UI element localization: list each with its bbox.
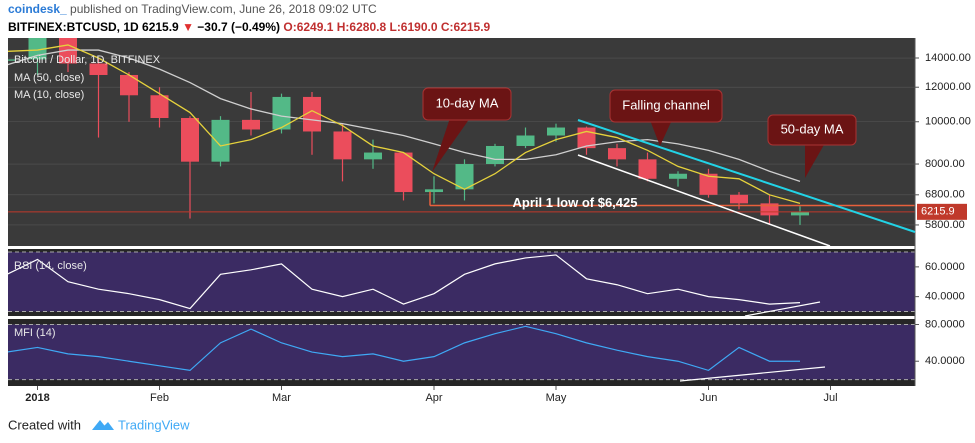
candle-body (699, 173, 718, 195)
footer-created: Created with (8, 417, 81, 432)
y-tick-label: 60.0000 (925, 261, 965, 273)
candle-body (120, 74, 138, 96)
low: L:6190.0 (389, 20, 438, 34)
change: −30.7 (−0.49%) (197, 20, 281, 34)
candle-body (59, 38, 77, 64)
callout: Falling channel (609, 89, 723, 146)
candle-body (181, 118, 199, 162)
candle-body (760, 203, 779, 216)
candle-body (211, 119, 230, 162)
candle-body (425, 189, 443, 193)
candle-body (89, 63, 108, 75)
candle-body (669, 173, 687, 179)
channel-upper (577, 119, 916, 233)
y-tick-label: 14000.00 (925, 52, 971, 64)
callout-box (609, 89, 723, 123)
x-tick-label: Mar (272, 392, 291, 404)
callout-text: Falling channel (622, 97, 710, 112)
header-line2: BITFINEX:BTCUSD, 1D 6215.9 ▼ −30.7 (−0.4… (8, 20, 490, 34)
level-band (8, 324, 915, 380)
callout-text: 50-day MA (781, 121, 844, 136)
y-tick-label: 6800.00 (925, 189, 965, 201)
rsi-title: RSI (14, close) (14, 260, 87, 272)
x-tick-label: Jul (823, 392, 837, 404)
callout-text: 10-day MA (436, 95, 499, 110)
legend-entry: MA (50, close) (14, 72, 84, 84)
channel-lower (577, 154, 831, 247)
y-tick-label: 12000.00 (925, 81, 971, 93)
open: O:6249.1 (283, 20, 334, 34)
publisher: coindesk_ (8, 2, 67, 16)
candle-body (150, 95, 169, 119)
header-line1: coindesk_ published on TradingView.com, … (8, 2, 377, 16)
candle-body (516, 135, 535, 146)
callout-box (422, 87, 512, 121)
last-price-box (917, 203, 967, 220)
x-tick-label: 2018 (25, 392, 49, 404)
candle-body (638, 159, 657, 179)
mfi-title: MFI (14) (14, 327, 56, 339)
price-title: Bitcoin / Dollar, 1D, BITFINEX (14, 54, 161, 66)
x-tick-label: Jun (700, 392, 718, 404)
y-tick-label: 10000.00 (925, 116, 971, 128)
axes: 5800.00 6800.00 8000.00 10000.00 12000.00 140… (25, 38, 971, 404)
candle-body (455, 164, 474, 190)
y-tick-label: 80.0000 (925, 318, 965, 330)
candle-body (272, 96, 291, 130)
support-label: April 1 low of $6,425 (513, 195, 638, 210)
callout: 50-day MA (767, 114, 857, 178)
indicator-line (8, 254, 801, 310)
y-tick-label: 8000.00 (925, 158, 965, 170)
indicator-line (8, 325, 800, 372)
callout: 10-day MA (422, 87, 512, 172)
arrow: ▼ (182, 20, 194, 34)
footer-brand[interactable]: TradingView (118, 417, 190, 432)
mfi-layer (8, 324, 915, 381)
rsi-layer (8, 251, 915, 313)
x-tick-label: Feb (150, 392, 169, 404)
candle-body (8, 59, 16, 61)
ma-line (8, 44, 801, 204)
candle-body (333, 131, 352, 160)
candle-body (303, 96, 321, 132)
y-tick-label: 40.0000 (925, 355, 965, 367)
candle-body (486, 145, 504, 165)
rsi-trendline (744, 301, 821, 317)
mfi-trendline (679, 366, 826, 382)
callout-box (767, 114, 857, 146)
y-tick-label: 40.0000 (925, 291, 965, 303)
symbol: BITFINEX:BTCUSD, 1D (8, 20, 139, 34)
high: H:6280.8 (336, 20, 387, 34)
level-band (8, 251, 915, 312)
y-tick-label: 5800.00 (925, 219, 965, 231)
last: 6215.9 (142, 20, 179, 34)
published: published on TradingView.com, June 26, 2… (70, 2, 377, 16)
candle-body (394, 152, 413, 193)
candle-body (547, 127, 565, 136)
last-price-label: 6215.9 (921, 206, 955, 218)
x-tick-label: Apr (425, 392, 442, 404)
tv-logo (92, 420, 114, 430)
x-tick-label: May (546, 392, 567, 404)
legend-entry: MA (10, close) (14, 89, 84, 101)
candle-body (791, 211, 809, 216)
ma-line (8, 49, 801, 182)
candle-body (364, 152, 382, 160)
candle-body (242, 119, 260, 130)
close: C:6215.9 (440, 20, 491, 34)
candle-body (730, 194, 748, 204)
price-layer (8, 38, 915, 226)
candle-body (608, 148, 626, 160)
